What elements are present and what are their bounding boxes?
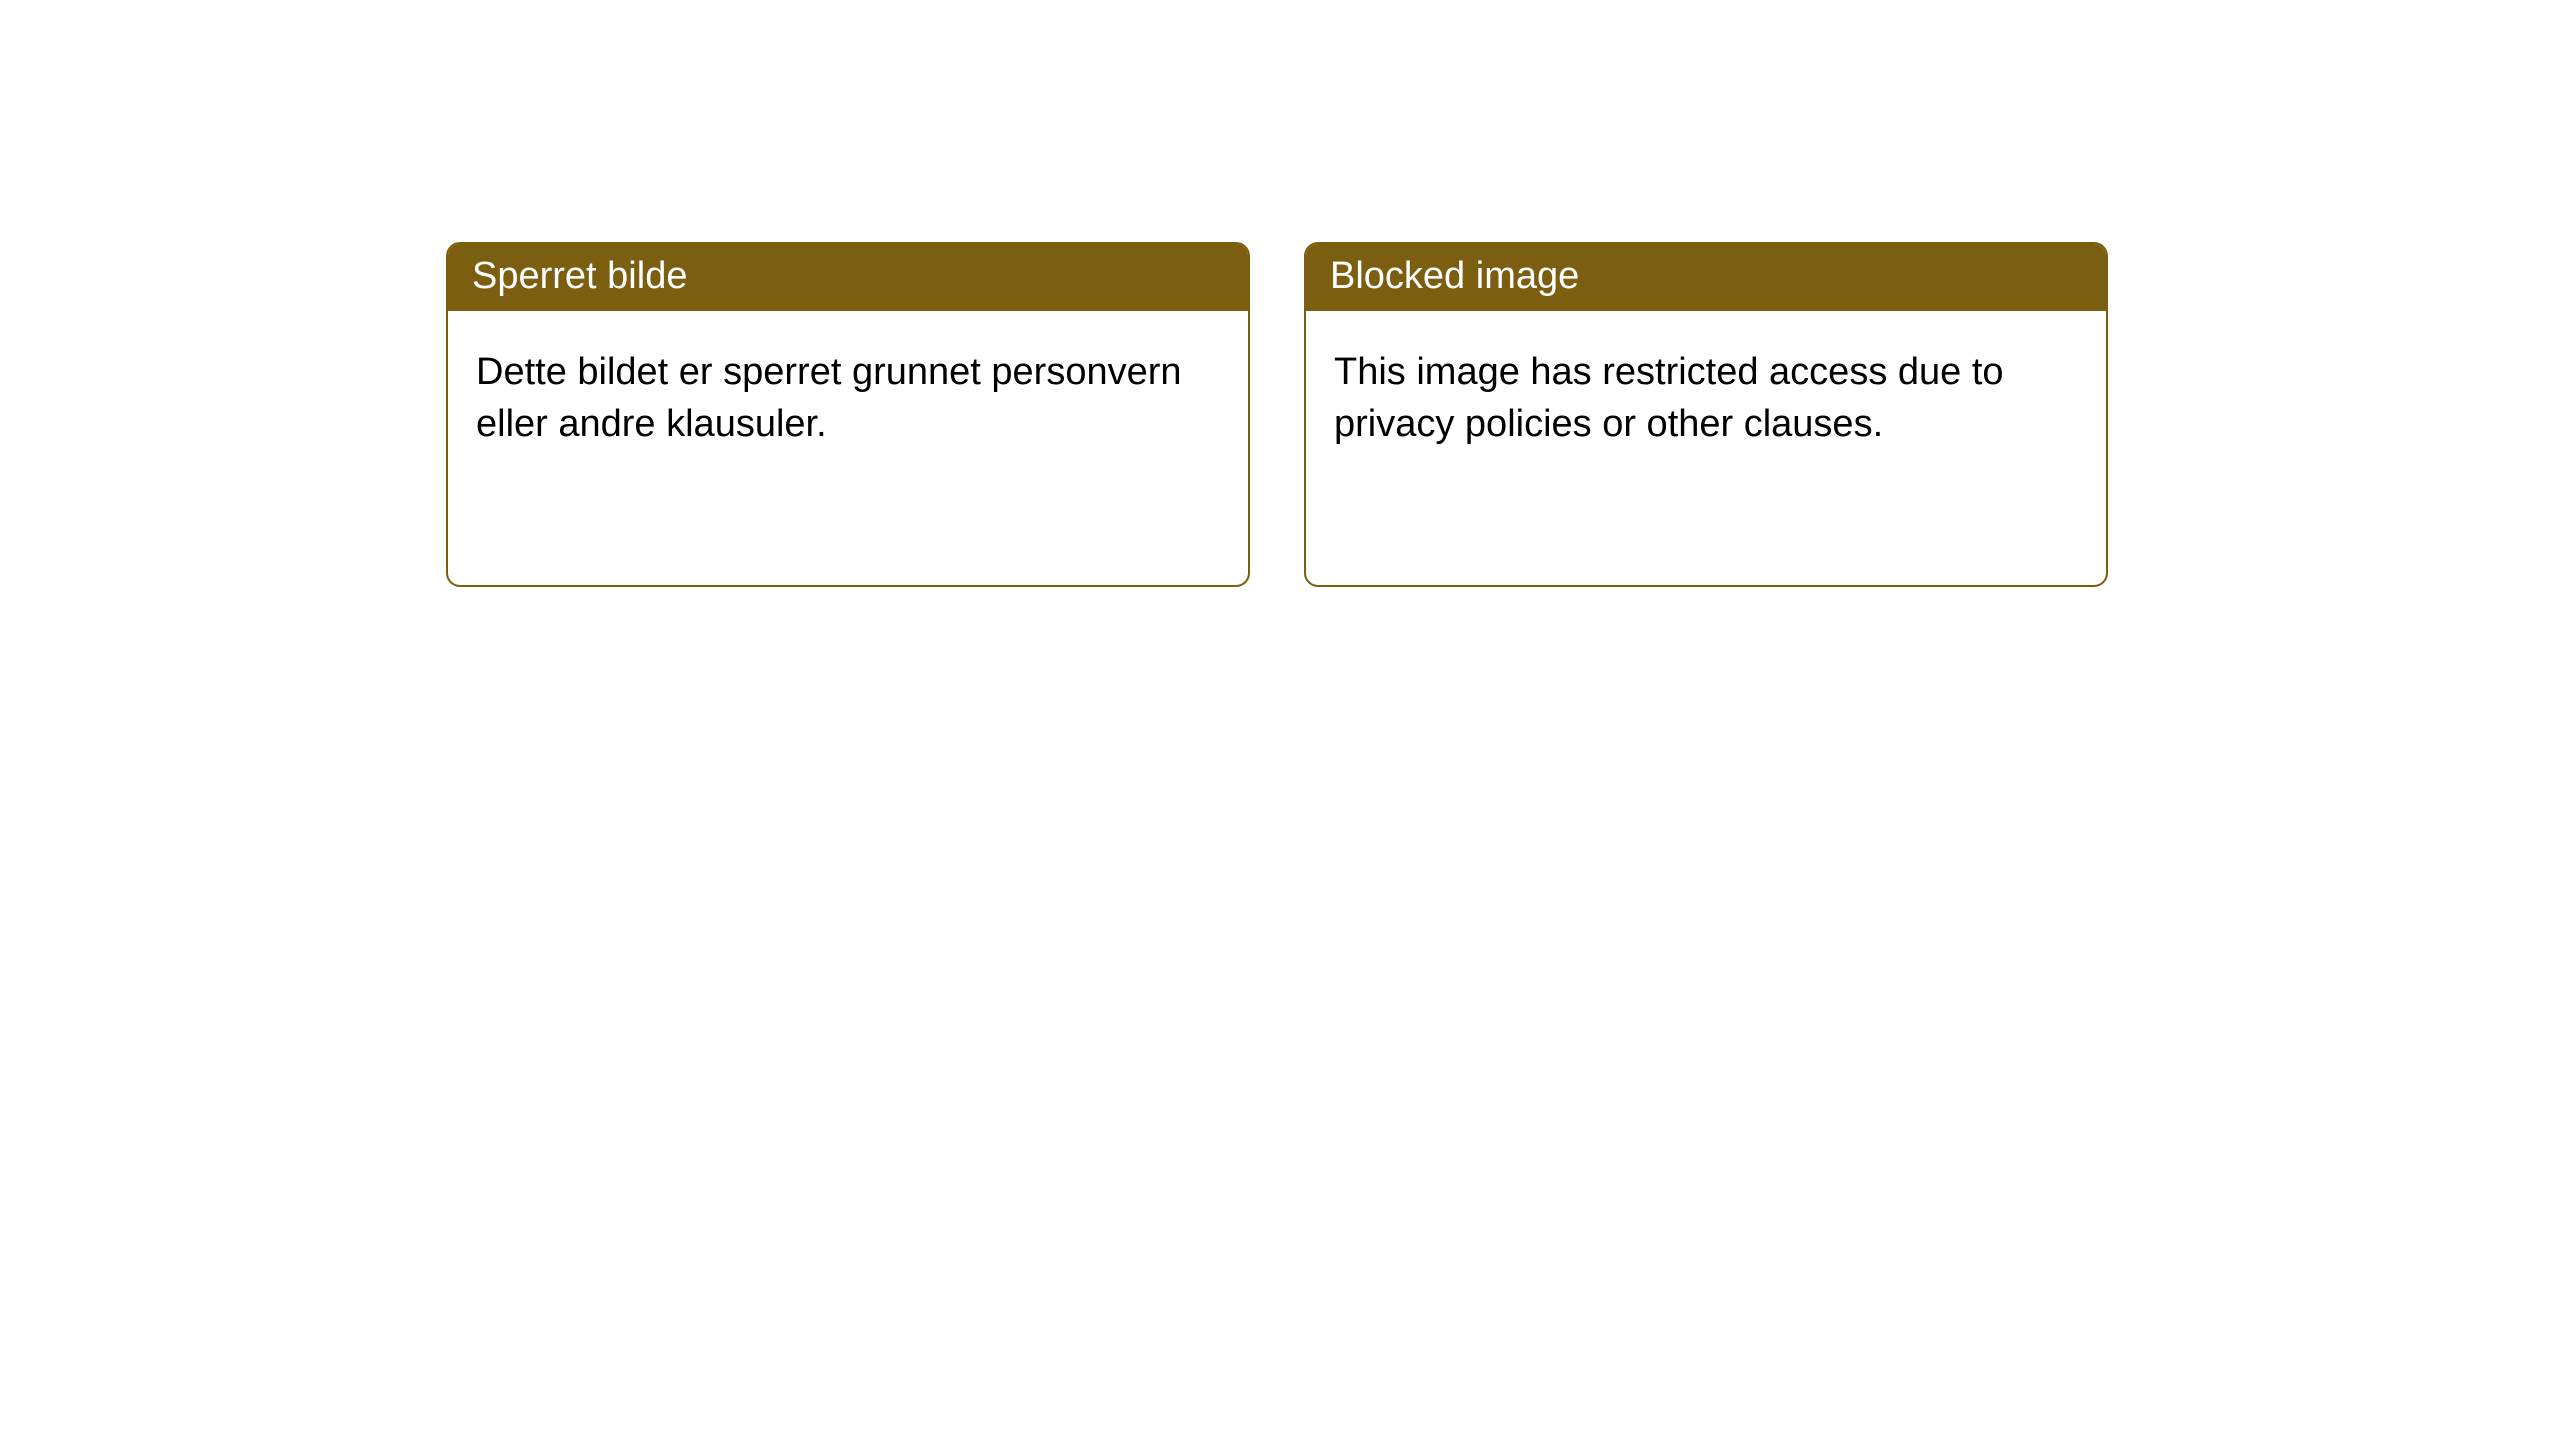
notice-card-english: Blocked image This image has restricted … xyxy=(1304,242,2108,587)
card-body: Dette bildet er sperret grunnet personve… xyxy=(448,311,1248,585)
card-body: This image has restricted access due to … xyxy=(1306,311,2106,585)
card-body-text: Dette bildet er sperret grunnet personve… xyxy=(476,351,1182,444)
notice-card-norwegian: Sperret bilde Dette bildet er sperret gr… xyxy=(446,242,1250,587)
card-body-text: This image has restricted access due to … xyxy=(1334,351,2004,444)
card-title: Sperret bilde xyxy=(472,255,687,297)
card-header: Blocked image xyxy=(1306,244,2106,311)
notice-container: Sperret bilde Dette bildet er sperret gr… xyxy=(0,0,2560,587)
card-header: Sperret bilde xyxy=(448,244,1248,311)
card-title: Blocked image xyxy=(1330,255,1579,297)
